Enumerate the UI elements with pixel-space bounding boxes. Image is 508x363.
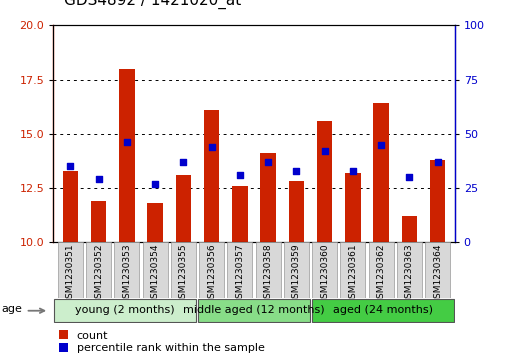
Point — [405, 174, 414, 180]
Text: GSM1230351: GSM1230351 — [66, 244, 75, 305]
Text: GSM1230357: GSM1230357 — [235, 244, 244, 305]
Bar — [373, 103, 389, 242]
Bar — [430, 160, 446, 242]
Bar — [228, 242, 252, 298]
Text: young (2 months): young (2 months) — [75, 305, 175, 315]
Bar — [284, 242, 309, 298]
Bar — [114, 242, 139, 298]
Point — [123, 139, 131, 145]
Text: aged (24 months): aged (24 months) — [333, 305, 433, 315]
Bar — [204, 110, 219, 242]
Text: GSM1230356: GSM1230356 — [207, 244, 216, 305]
Bar — [198, 299, 310, 322]
Bar — [345, 173, 361, 242]
Text: GSM1230360: GSM1230360 — [320, 244, 329, 305]
Text: GSM1230364: GSM1230364 — [433, 244, 442, 304]
Text: GSM1230353: GSM1230353 — [122, 244, 132, 305]
Point — [66, 163, 74, 169]
Bar — [58, 242, 83, 298]
Bar — [86, 242, 111, 298]
Point — [349, 168, 357, 174]
Bar — [62, 171, 78, 242]
Bar — [289, 182, 304, 242]
Bar — [425, 242, 450, 298]
Point — [377, 142, 385, 147]
Text: GSM1230363: GSM1230363 — [405, 244, 414, 305]
Bar — [312, 242, 337, 298]
Bar — [143, 242, 168, 298]
Text: GSM1230354: GSM1230354 — [150, 244, 160, 304]
Text: middle aged (12 months): middle aged (12 months) — [183, 305, 325, 315]
Point — [236, 172, 244, 178]
Point — [434, 159, 442, 165]
Text: GSM1230362: GSM1230362 — [376, 244, 386, 304]
Text: GSM1230359: GSM1230359 — [292, 244, 301, 305]
Point — [179, 159, 187, 165]
Bar — [369, 242, 394, 298]
Bar — [91, 201, 106, 242]
Point — [94, 176, 103, 182]
Point — [208, 144, 216, 150]
Bar — [312, 299, 454, 322]
Text: GSM1230352: GSM1230352 — [94, 244, 103, 304]
Bar — [256, 242, 280, 298]
Bar — [54, 299, 196, 322]
Point — [321, 148, 329, 154]
Legend: count, percentile rank within the sample: count, percentile rank within the sample — [59, 330, 265, 354]
Bar — [261, 153, 276, 242]
Bar — [176, 175, 191, 242]
Bar — [171, 242, 196, 298]
Point — [264, 159, 272, 165]
Point — [151, 181, 159, 187]
Text: age: age — [1, 305, 22, 314]
Text: GDS4892 / 1421020_at: GDS4892 / 1421020_at — [64, 0, 241, 9]
Text: GSM1230358: GSM1230358 — [264, 244, 273, 305]
Bar — [199, 242, 224, 298]
Text: GSM1230361: GSM1230361 — [348, 244, 358, 305]
Bar — [397, 242, 422, 298]
Bar — [340, 242, 365, 298]
Point — [292, 168, 300, 174]
Text: GSM1230355: GSM1230355 — [179, 244, 188, 305]
Bar — [147, 203, 163, 242]
Bar — [119, 69, 135, 242]
Bar — [232, 186, 247, 242]
Bar — [402, 216, 417, 242]
Bar — [317, 121, 332, 242]
